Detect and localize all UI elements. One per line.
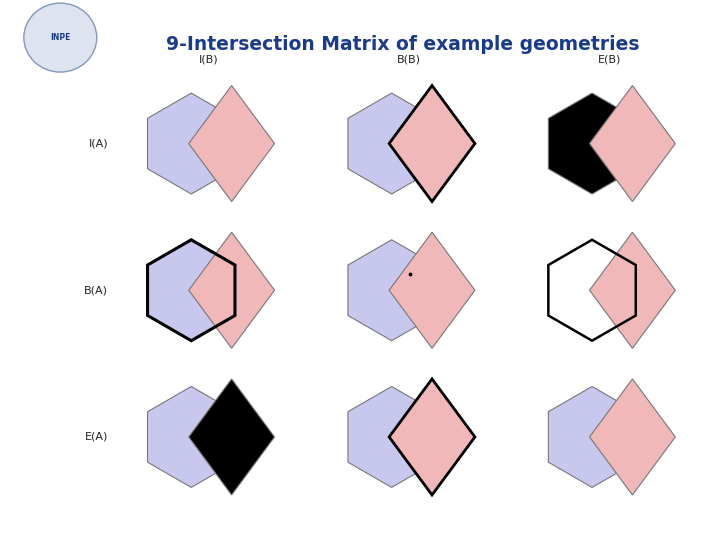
Polygon shape <box>549 93 636 194</box>
Polygon shape <box>189 232 274 348</box>
Polygon shape <box>389 85 475 201</box>
Polygon shape <box>348 93 436 194</box>
Text: I(B): I(B) <box>199 55 219 65</box>
Polygon shape <box>348 240 436 341</box>
Polygon shape <box>389 232 475 348</box>
Polygon shape <box>590 379 675 495</box>
Text: B(A): B(A) <box>84 285 108 295</box>
Text: B(B): B(B) <box>397 55 421 65</box>
Polygon shape <box>590 85 675 201</box>
Polygon shape <box>549 387 636 488</box>
Text: E(B): E(B) <box>598 55 621 65</box>
Polygon shape <box>389 379 475 495</box>
Circle shape <box>24 3 96 72</box>
Polygon shape <box>348 387 436 488</box>
Text: E(A): E(A) <box>85 432 108 442</box>
Text: I(A): I(A) <box>89 139 108 148</box>
Polygon shape <box>189 379 274 495</box>
Polygon shape <box>148 93 235 194</box>
Polygon shape <box>189 85 274 201</box>
Polygon shape <box>148 387 235 488</box>
Polygon shape <box>590 232 675 348</box>
Polygon shape <box>148 240 235 341</box>
Text: INPE: INPE <box>50 33 71 42</box>
Text: 9-Intersection Matrix of example geometries: 9-Intersection Matrix of example geometr… <box>166 35 640 54</box>
